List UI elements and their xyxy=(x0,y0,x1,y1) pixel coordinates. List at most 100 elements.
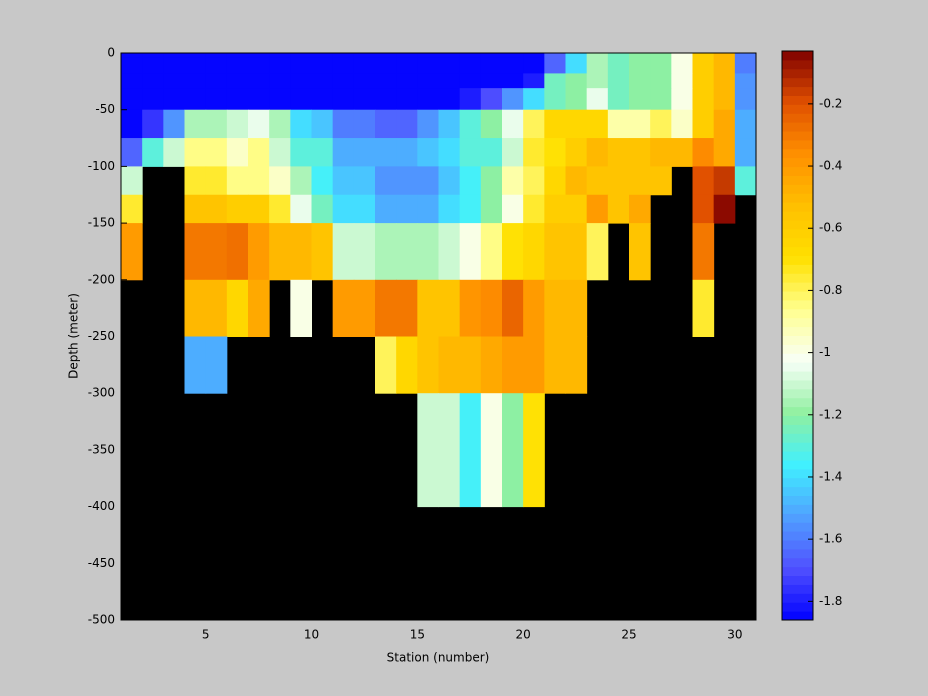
heatmap-cell xyxy=(586,109,609,139)
heatmap-cell xyxy=(480,88,503,111)
colorbar-segment xyxy=(782,326,813,336)
heatmap-cell xyxy=(438,57,461,74)
heatmap-cell xyxy=(692,57,715,74)
heatmap-cell xyxy=(586,73,609,89)
heatmap-cell xyxy=(417,88,439,111)
heatmap-cell xyxy=(226,88,249,111)
x-axis-label: Station (number) xyxy=(387,651,490,665)
heatmap-cell xyxy=(375,166,397,196)
heatmap-cell xyxy=(290,194,312,224)
heatmap-cell xyxy=(311,53,334,59)
colorbar-segment xyxy=(782,433,813,443)
heatmap-cell xyxy=(586,88,609,111)
heatmap-cell xyxy=(692,109,715,139)
heatmap-cell xyxy=(692,73,715,89)
heatmap-cell xyxy=(459,336,482,394)
heatmap-cell xyxy=(248,53,270,59)
heatmap-cell xyxy=(650,166,672,196)
heatmap-cell xyxy=(311,138,334,167)
heatmap-cell xyxy=(290,57,312,74)
heatmap-cell xyxy=(713,109,736,139)
colorbar-segment xyxy=(782,139,813,150)
colorbar-segment xyxy=(782,246,813,256)
heatmap-cell xyxy=(544,138,566,167)
heatmap-cell xyxy=(671,73,693,89)
colorbar-segment xyxy=(782,415,813,425)
heatmap-cell xyxy=(480,166,503,196)
heatmap-cell xyxy=(607,57,630,74)
heatmap-cell xyxy=(586,53,609,59)
heatmap-cell xyxy=(311,166,334,196)
colorbar-segment xyxy=(782,477,813,488)
heatmap-cell xyxy=(184,57,207,74)
heatmap-cell xyxy=(650,88,672,111)
heatmap-cell xyxy=(692,88,715,111)
heatmap-cell xyxy=(269,223,291,281)
heatmap-cell xyxy=(163,73,185,89)
heatmap-cell xyxy=(184,138,207,167)
heatmap-cell xyxy=(375,279,397,337)
heatmap-cell xyxy=(396,194,418,224)
heatmap-cell xyxy=(502,109,524,139)
heatmap-cell xyxy=(332,223,355,281)
heatmap-cell xyxy=(671,57,693,74)
colorbar-segment xyxy=(782,388,813,399)
heatmap-cell xyxy=(417,223,439,281)
heatmap-cell xyxy=(269,138,291,167)
x-tick-label: 20 xyxy=(516,628,531,642)
heatmap-cell xyxy=(184,73,207,89)
colorbar-tick-label: -1.6 xyxy=(819,532,842,546)
heatmap-cell xyxy=(523,336,545,394)
heatmap-cell xyxy=(502,73,524,89)
colorbar-segment xyxy=(782,113,813,123)
heatmap-cell xyxy=(332,53,355,59)
heatmap-cell xyxy=(142,109,164,139)
colorbar-segment xyxy=(782,299,813,310)
heatmap-cell xyxy=(607,53,630,59)
colorbar-segment xyxy=(782,522,813,532)
heatmap-cell xyxy=(290,279,312,337)
heatmap-cell xyxy=(713,73,736,89)
heatmap-cell xyxy=(375,53,397,59)
heatmap-cell xyxy=(565,279,588,337)
colorbar-segment xyxy=(782,273,813,283)
heatmap-cell xyxy=(459,73,482,89)
colorbar-segment xyxy=(782,353,813,363)
heatmap-cell xyxy=(142,138,164,167)
heatmap-cell xyxy=(184,109,207,139)
heatmap-cell xyxy=(544,336,566,394)
colorbar-segment xyxy=(782,371,813,381)
colorbar-segment xyxy=(782,451,813,461)
heatmap-cell xyxy=(565,57,588,74)
heatmap-cell xyxy=(142,73,164,89)
heatmap-cell xyxy=(269,53,291,59)
heatmap-cell xyxy=(586,166,609,196)
heatmap-cell xyxy=(502,194,524,224)
colorbar-segment xyxy=(782,344,813,354)
heatmap-cell xyxy=(332,88,355,111)
heatmap-cell xyxy=(417,73,439,89)
x-tick-label: 5 xyxy=(202,628,210,642)
heatmap-cell xyxy=(544,194,566,224)
heatmap-cell xyxy=(375,109,397,139)
heatmap-cell xyxy=(290,73,312,89)
heatmap-cell xyxy=(438,279,461,337)
heatmap-cell xyxy=(586,138,609,167)
heatmap-cell xyxy=(713,53,736,59)
heatmap-cell xyxy=(332,279,355,337)
heatmap-cell xyxy=(332,194,355,224)
y-tick-label: -300 xyxy=(88,386,115,400)
heatmap-cell xyxy=(332,109,355,139)
colorbar-tick-label: -1 xyxy=(819,345,831,359)
heatmap-cell xyxy=(502,57,524,74)
heatmap-cell xyxy=(290,138,312,167)
heatmap-cell xyxy=(290,53,312,59)
heatmap-cell xyxy=(607,73,630,89)
heatmap-cell xyxy=(480,223,503,281)
heatmap-cell xyxy=(502,138,524,167)
heatmap-cell xyxy=(692,223,715,281)
heatmap-cell xyxy=(459,166,482,196)
heatmap-cell xyxy=(438,166,461,196)
colorbar-segment xyxy=(782,513,813,523)
